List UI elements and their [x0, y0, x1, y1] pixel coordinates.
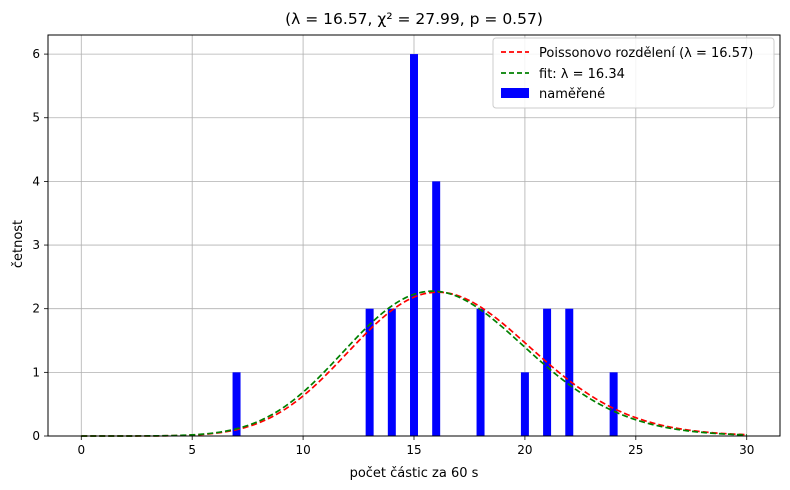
fit-curve	[81, 290, 747, 437]
bar-measured	[387, 308, 396, 436]
chart-title: (λ = 16.57, χ² = 27.99, p = 0.57)	[285, 10, 543, 28]
bar-measured	[232, 372, 241, 436]
bar-measured	[565, 308, 574, 436]
legend-label-fit: fit: λ = 16.34	[539, 67, 625, 82]
bar-measured	[520, 372, 529, 436]
legend-label-measured: naměřené	[539, 87, 605, 102]
y-tick-label: 0	[32, 429, 40, 443]
legend: Poissonovo rozdělení (λ = 16.57) fit: λ …	[492, 37, 775, 109]
y-tick-label: 4	[32, 174, 40, 188]
y-axis-label: četnost	[11, 220, 26, 268]
bar-measured	[365, 308, 374, 436]
bar-measured	[543, 308, 552, 436]
x-tick-label: 20	[517, 443, 532, 457]
x-tick-label: 30	[739, 443, 754, 457]
x-tick-label: 15	[406, 443, 421, 457]
y-tick-label: 6	[32, 47, 40, 61]
legend-box	[492, 37, 775, 109]
x-tick-label: 10	[295, 443, 310, 457]
y-tick-label: 5	[32, 111, 40, 125]
x-tick-label: 5	[188, 443, 196, 457]
bar-measured	[410, 54, 418, 436]
bar-series	[232, 54, 618, 436]
legend-label-poisson: Poissonovo rozdělení (λ = 16.57)	[539, 46, 753, 61]
y-tick-label: 2	[32, 302, 40, 316]
bar-measured	[432, 181, 441, 436]
curve-series	[81, 290, 747, 437]
x-axis-label: počet částic za 60 s	[350, 466, 479, 481]
x-tick-label: 25	[628, 443, 643, 457]
y-axis-ticks: 0 1 2 3 4 5 6	[32, 47, 48, 443]
bar-measured	[476, 308, 485, 436]
y-tick-label: 1	[32, 365, 40, 379]
x-axis-ticks: 0 5 10 15 20 25 30	[77, 436, 754, 457]
legend-swatch-measured	[501, 88, 529, 98]
y-tick-label: 3	[32, 238, 40, 252]
bar-measured	[609, 372, 618, 436]
x-tick-label: 0	[77, 443, 85, 457]
